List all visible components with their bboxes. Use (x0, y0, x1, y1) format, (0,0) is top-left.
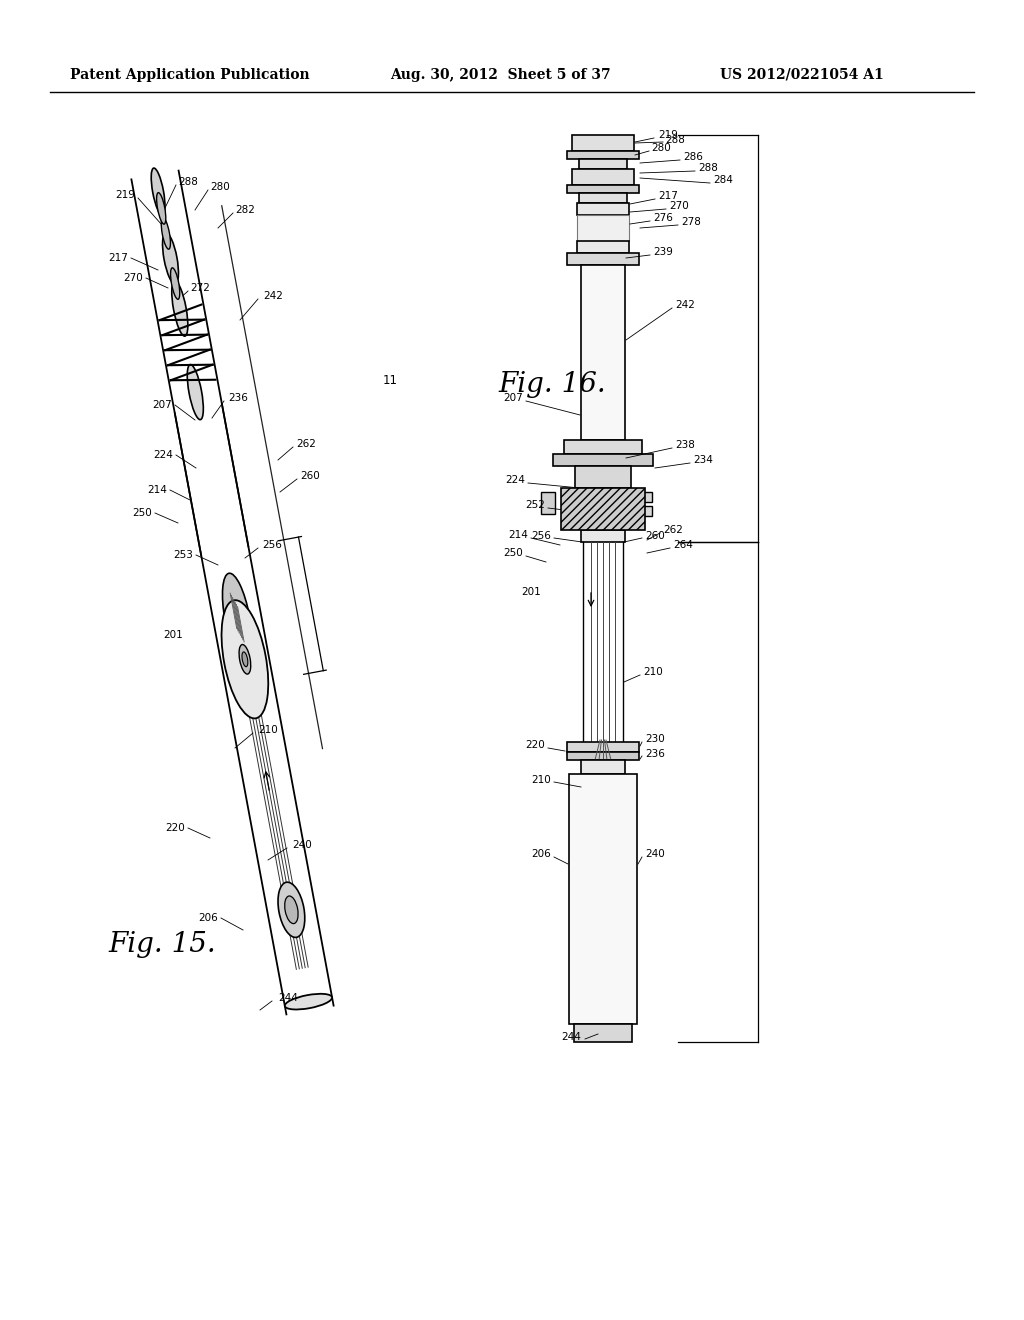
Text: 288: 288 (698, 162, 718, 173)
Bar (581, 265, 625, 440)
Text: 262: 262 (296, 440, 315, 449)
Text: 260: 260 (645, 531, 665, 541)
Text: 264: 264 (673, 540, 693, 550)
Bar (581, 760, 625, 774)
Text: Fig. 16.: Fig. 16. (498, 371, 606, 399)
Text: 207: 207 (153, 400, 172, 411)
Bar (574, 1024, 632, 1041)
Ellipse shape (242, 652, 248, 667)
Text: 214: 214 (147, 484, 167, 495)
Ellipse shape (163, 232, 178, 284)
Bar (638, 506, 652, 516)
Bar (541, 492, 555, 513)
Bar (579, 193, 627, 203)
Bar (567, 742, 639, 752)
Text: 11: 11 (383, 374, 397, 387)
Bar (579, 158, 627, 169)
Bar (638, 492, 652, 502)
Bar (561, 488, 645, 531)
Bar (581, 531, 625, 543)
Text: 242: 242 (263, 290, 283, 301)
Text: 282: 282 (234, 205, 255, 215)
Text: 201: 201 (163, 630, 183, 640)
Ellipse shape (222, 573, 252, 661)
Text: 260: 260 (300, 471, 319, 480)
Ellipse shape (285, 896, 298, 924)
Text: 217: 217 (109, 253, 128, 263)
Ellipse shape (161, 218, 170, 249)
Text: 219: 219 (658, 129, 678, 140)
Bar (567, 752, 639, 760)
Text: 206: 206 (531, 849, 551, 859)
Text: 238: 238 (675, 440, 695, 450)
Text: 276: 276 (653, 213, 673, 223)
Text: 210: 210 (531, 775, 551, 785)
Bar (575, 466, 631, 488)
Text: 220: 220 (165, 822, 185, 833)
Text: 214: 214 (508, 531, 528, 540)
Text: Patent Application Publication: Patent Application Publication (70, 69, 309, 82)
Text: 239: 239 (653, 247, 673, 257)
Text: 217: 217 (658, 191, 678, 201)
Text: 240: 240 (645, 849, 665, 859)
Text: 234: 234 (693, 455, 713, 465)
Text: 220: 220 (525, 741, 545, 750)
Text: Fig. 15.: Fig. 15. (108, 932, 216, 958)
Text: 201: 201 (521, 587, 541, 597)
Bar (553, 454, 653, 466)
Text: 262: 262 (663, 525, 683, 535)
Text: 280: 280 (210, 182, 229, 191)
Ellipse shape (239, 644, 251, 675)
Text: 240: 240 (292, 840, 311, 850)
Text: 270: 270 (123, 273, 143, 282)
Text: 206: 206 (199, 913, 218, 923)
Text: 256: 256 (262, 540, 282, 550)
Bar (572, 169, 634, 185)
Text: 207: 207 (503, 393, 523, 403)
Bar (577, 242, 629, 253)
Ellipse shape (172, 281, 187, 337)
Text: 219: 219 (115, 190, 135, 201)
Bar (577, 215, 629, 242)
Ellipse shape (171, 268, 180, 300)
Text: 284: 284 (713, 176, 733, 185)
Text: 252: 252 (525, 500, 545, 510)
Text: 286: 286 (683, 152, 702, 162)
Text: 288: 288 (665, 135, 685, 145)
Text: 224: 224 (505, 475, 525, 484)
Bar (567, 185, 639, 193)
Text: 256: 256 (531, 531, 551, 541)
Ellipse shape (157, 193, 166, 224)
Text: 242: 242 (675, 300, 695, 310)
Text: 270: 270 (669, 201, 689, 211)
Text: 280: 280 (651, 143, 671, 153)
Text: 236: 236 (645, 748, 665, 759)
Ellipse shape (187, 364, 204, 420)
Bar (569, 774, 637, 1024)
Bar (572, 135, 634, 150)
Text: 230: 230 (645, 734, 665, 744)
Text: US 2012/0221054 A1: US 2012/0221054 A1 (720, 69, 884, 82)
Ellipse shape (152, 168, 165, 215)
Bar (567, 150, 639, 158)
Ellipse shape (285, 994, 332, 1010)
Ellipse shape (278, 882, 305, 937)
Bar (577, 203, 629, 215)
Bar (567, 253, 639, 265)
Ellipse shape (221, 601, 268, 718)
Text: 224: 224 (154, 450, 173, 459)
Text: Aug. 30, 2012  Sheet 5 of 37: Aug. 30, 2012 Sheet 5 of 37 (390, 69, 610, 82)
Text: 250: 250 (503, 548, 523, 558)
Text: 272: 272 (190, 282, 210, 293)
Text: 210: 210 (643, 667, 663, 677)
Text: 244: 244 (278, 993, 298, 1003)
Bar (564, 440, 642, 454)
Text: 253: 253 (173, 550, 193, 560)
Text: 250: 250 (132, 508, 152, 517)
Text: 210: 210 (258, 725, 278, 735)
Text: 288: 288 (178, 177, 198, 187)
Text: 244: 244 (561, 1032, 581, 1041)
Text: 278: 278 (681, 216, 700, 227)
Text: 236: 236 (228, 393, 248, 403)
